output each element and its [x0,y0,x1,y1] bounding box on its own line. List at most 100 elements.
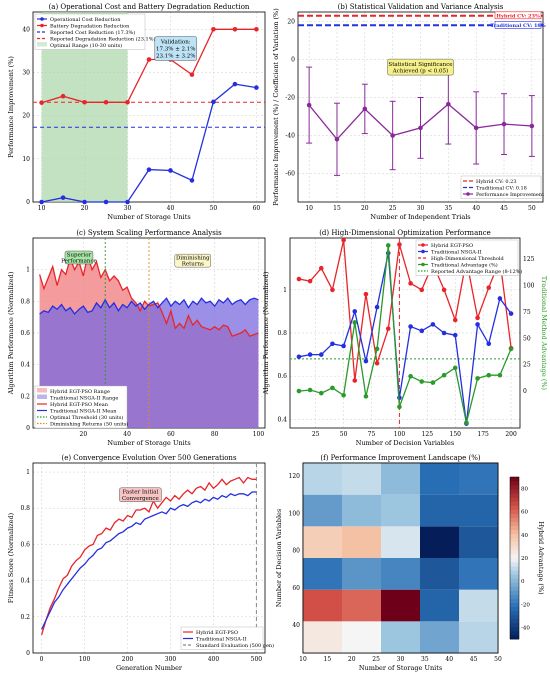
heatmap-cell [303,526,342,558]
x-tick-label: 20 [81,205,89,212]
data-point [146,167,152,172]
data-point [486,285,492,290]
x-tick-label: 40 [445,656,453,663]
colorbar-segment [510,598,519,603]
legend-label: Traditional Advantage (%) [431,262,498,269]
x-tick-label: 100 [253,431,265,438]
legend-label: Performance Improvement [476,192,544,198]
series-line [39,297,259,316]
y-tick-label: 120 [289,473,301,480]
data-point [341,392,346,398]
data-point [441,287,447,293]
colorbar-segment [510,634,519,640]
legend-marker [40,17,44,21]
data-point [307,387,313,393]
colorbar-segment [510,537,519,543]
colorbar-segment [510,549,519,555]
y-tick-label: 0 [291,57,295,64]
heatmap-cell [303,463,342,495]
annotation-box [387,58,454,76]
heatmap-cell [342,621,381,653]
data-point [430,322,436,327]
series-line [298,252,512,424]
data-point [82,199,87,205]
heatmap-cell [459,589,498,622]
data-point [419,287,425,293]
data-point [318,390,324,396]
y-tick-label: 1 [283,287,287,294]
y-tick-label: -40 [285,133,295,140]
data-point [211,99,216,105]
y-tick-label: -60 [285,171,295,178]
data-point [508,311,514,316]
colorbar-segment [510,558,519,563]
data-point [296,276,302,282]
colorbar-segment [510,505,519,510]
x-tick-label: 10 [305,205,313,212]
x-tick-label: 200 [505,431,517,438]
x-tick-label: 0 [40,656,44,663]
data-point [341,237,346,243]
colorbar-segment [510,578,519,583]
data-point [330,341,335,347]
heatmap-cell [420,589,459,622]
colorbar-segment [510,509,519,514]
annotation-text: Diminishing [176,256,210,262]
chart-title: (f) Performance Improvement Landscape (%… [320,454,481,462]
x-tick-label: 20 [80,431,88,438]
colorbar-segment [510,590,519,595]
data-point [475,322,480,327]
annotation-text: Performance [61,259,97,265]
y-axis-label: Number of Decision Variables [275,509,283,607]
data-point [125,199,130,205]
heatmap-cell [381,621,420,653]
y2-tick-label: 50 [523,335,531,342]
data-point [296,354,302,360]
data-point [408,281,413,286]
chart-title: (a) Operational Cost and Battery Degrada… [49,3,250,11]
x-tick-label: 300 [165,656,177,663]
series-line [298,240,512,381]
legend-label: Traditional NSGA-II [196,637,247,643]
data-point [341,343,346,349]
data-point [296,388,302,394]
data-point [408,324,413,329]
chart-title: (c) System Scaling Performance Analysis [76,229,222,237]
x-tick-label: 200 [122,656,134,663]
annotation-box [119,487,162,502]
x-axis-label: Number of Storage Units [107,213,190,221]
y-axis-label: Algorithm Performance (Normalized) [262,271,270,395]
x-axis-label: Number of Storage Units [107,439,190,447]
legend-label: Traditional NSGA-II Range [50,396,118,402]
data-point [473,125,479,131]
data-point [334,137,340,142]
annotation-box [154,36,197,61]
data-point [374,304,380,310]
colorbar-segment [510,594,519,599]
panel-d: 25 50 75 100 125 150 175 200 0.4 0.6 0.8 1 (d) High-… [262,229,548,447]
x-tick-label: 50 [340,431,348,438]
heatmap-cell [420,558,459,590]
annotation-text: 23.1% ± 3.2% [156,54,196,60]
data-point [385,326,391,331]
x-tick-label: 500 [251,656,263,663]
data-point [39,100,44,105]
x-tick-label: 30 [124,205,132,212]
x-tick-label: 80 [211,431,219,438]
legend-marker [466,192,470,196]
colorbar-tick-label: 80 [521,487,528,493]
legend-label: Diminishing Returns (50 units) [50,421,128,428]
y-axis-label: Performance Improvement (%) [7,56,15,158]
legend-label: Hybrid EGT-PSO Range [50,389,110,395]
data-point [374,346,380,352]
y-tick-label: 100 [289,510,301,517]
x-tick-label: 30 [397,656,405,663]
y-tick-label: 80 [292,548,300,555]
y-tick-label: 20 [287,19,295,26]
data-point [397,242,402,247]
axes-frame [302,462,499,654]
data-point [363,291,369,297]
colorbar-segment [510,481,519,486]
y-tick-label: 0.6 [20,541,30,548]
